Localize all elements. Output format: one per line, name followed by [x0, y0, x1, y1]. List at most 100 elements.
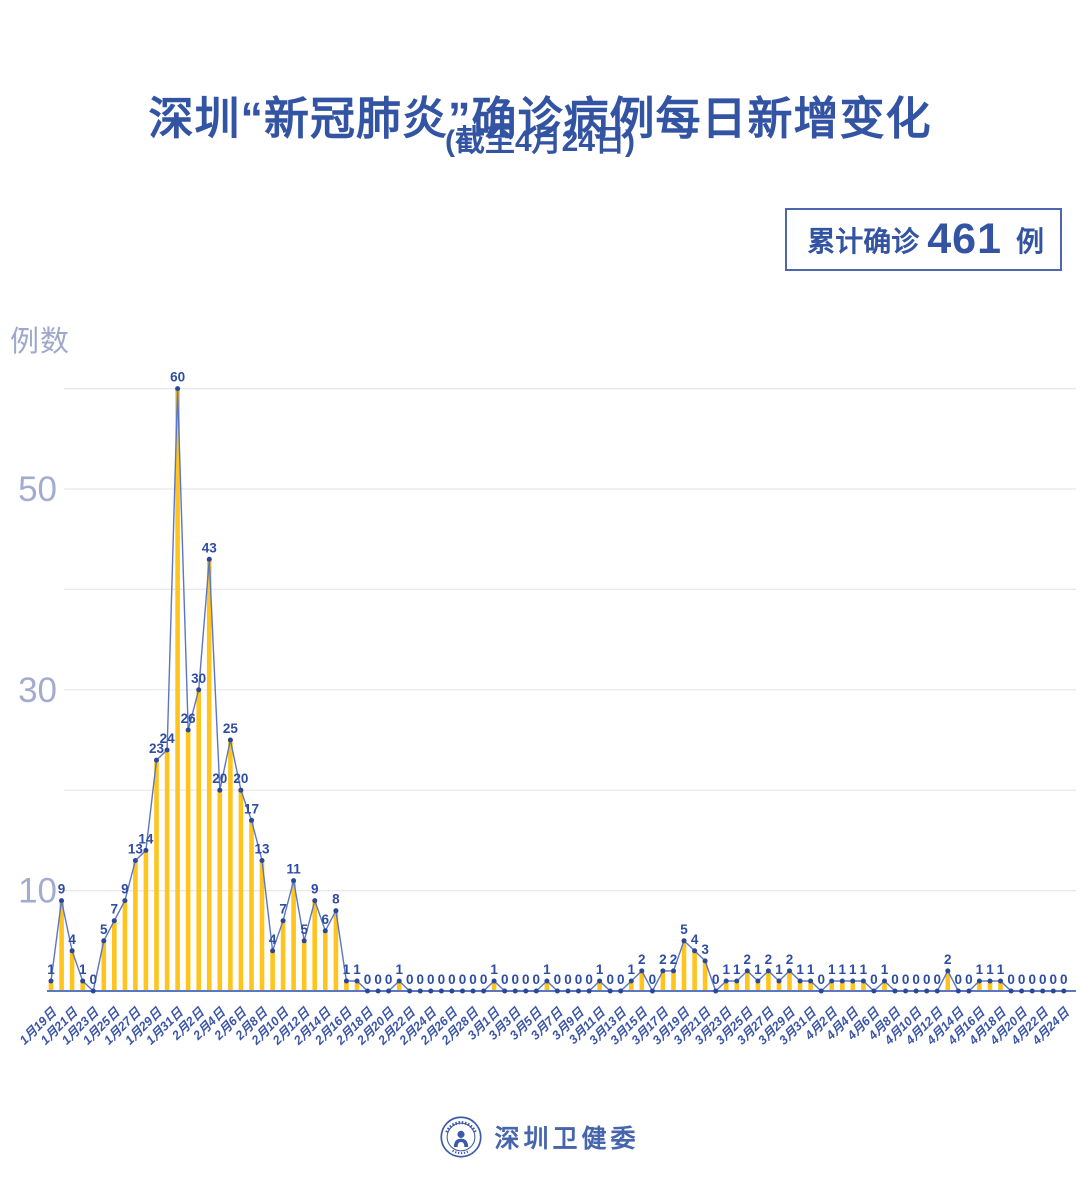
data-label: 0	[459, 972, 467, 987]
data-point	[533, 988, 539, 994]
data-label: 8	[332, 892, 340, 907]
y-tick-label: 50	[18, 470, 57, 509]
data-point	[544, 978, 550, 984]
data-label: 0	[1007, 972, 1015, 987]
bar	[154, 760, 159, 991]
data-point	[407, 988, 413, 994]
footer: 深圳卫健委	[0, 1116, 1080, 1158]
bar	[766, 970, 771, 991]
data-label: 1	[881, 962, 889, 977]
bar	[333, 910, 339, 991]
data-label: 0	[1039, 972, 1047, 987]
data-point	[955, 988, 961, 994]
bar	[829, 981, 834, 991]
data-label: 0	[89, 972, 97, 987]
data-label: 2	[659, 952, 667, 967]
data-point	[185, 727, 191, 733]
data-point	[512, 988, 518, 994]
data-label: 0	[427, 972, 435, 987]
data-label: 7	[279, 902, 287, 917]
bar	[228, 740, 233, 991]
data-label: 9	[311, 882, 319, 897]
data-point	[280, 918, 286, 924]
data-label: 0	[912, 972, 920, 987]
badge-unit: 例	[1015, 225, 1044, 257]
data-point	[143, 847, 149, 853]
data-label: 1	[860, 962, 868, 977]
data-label: 0	[448, 972, 456, 987]
data-label: 0	[891, 972, 899, 987]
bar	[175, 388, 180, 992]
data-label: 1	[628, 962, 636, 977]
data-label: 0	[364, 972, 372, 987]
bar	[238, 790, 244, 991]
bar	[323, 930, 328, 991]
bar	[291, 880, 296, 991]
data-label: 4	[691, 932, 699, 947]
data-point	[1008, 988, 1014, 994]
data-point	[375, 988, 381, 994]
data-label: 24	[160, 731, 176, 746]
data-label: 6	[322, 912, 330, 927]
bar	[723, 981, 729, 991]
data-label: 0	[1050, 972, 1058, 987]
data-point	[312, 898, 318, 904]
data-label: 4	[269, 932, 277, 947]
bar	[59, 900, 64, 991]
data-label: 1	[807, 962, 815, 977]
data-point	[829, 978, 835, 984]
data-label: 0	[923, 972, 931, 987]
bar	[787, 970, 792, 991]
data-point	[164, 747, 170, 753]
bar	[69, 950, 75, 991]
data-point	[649, 988, 655, 994]
bar	[301, 940, 307, 991]
data-point	[860, 978, 866, 984]
data-label: 5	[300, 922, 308, 937]
data-point	[460, 988, 465, 994]
bar	[850, 981, 856, 991]
data-point	[291, 878, 297, 884]
bar	[80, 981, 85, 991]
bar	[270, 950, 275, 991]
data-point	[966, 988, 972, 994]
data-point	[48, 978, 54, 984]
data-point	[1050, 988, 1056, 994]
data-label: 0	[374, 972, 382, 987]
data-point	[976, 978, 982, 984]
data-label: 3	[701, 942, 709, 957]
bar	[48, 981, 54, 991]
data-point	[470, 988, 476, 994]
data-point	[227, 737, 233, 743]
data-label: 2	[744, 952, 752, 967]
data-point	[417, 988, 423, 994]
bar	[660, 970, 666, 991]
data-point	[998, 978, 1003, 984]
data-point	[776, 978, 782, 984]
data-label: 1	[796, 962, 804, 977]
data-point	[270, 948, 276, 954]
data-point	[639, 968, 645, 974]
data-point	[871, 988, 877, 994]
bar	[671, 970, 676, 991]
data-point	[354, 978, 360, 984]
data-label: 43	[202, 540, 218, 555]
data-point	[196, 687, 202, 693]
data-point	[987, 978, 993, 984]
data-label: 0	[522, 972, 530, 987]
data-label: 0	[406, 972, 414, 987]
health-commission-logo-icon	[440, 1116, 483, 1158]
bar	[840, 981, 845, 991]
data-point	[692, 948, 698, 954]
data-point	[565, 988, 571, 994]
data-point	[576, 988, 581, 994]
data-point	[934, 988, 940, 994]
data-point	[850, 978, 856, 984]
bar	[101, 940, 107, 991]
y-tick-label: 30	[18, 671, 57, 710]
data-point	[671, 968, 676, 974]
y-tick-label: 10	[18, 872, 57, 911]
data-point	[818, 988, 824, 994]
bar	[396, 981, 402, 991]
data-point	[175, 386, 181, 392]
